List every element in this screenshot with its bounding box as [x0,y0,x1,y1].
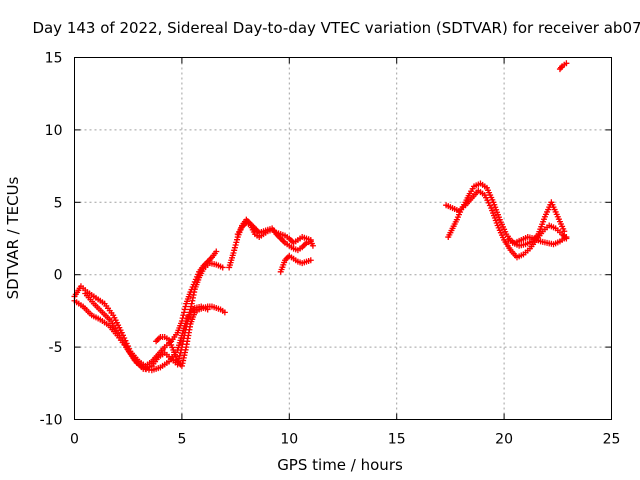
data-point [255,228,261,234]
data-point [182,304,188,310]
data-point [288,237,294,243]
x-axis-label: GPS time / hours [277,456,403,474]
x-tick-label: 25 [603,432,621,448]
data-point [180,315,186,321]
data-point [180,312,186,318]
data-point [153,338,159,344]
y-tick-label: 15 [45,51,63,67]
x-tick-label: 0 [70,432,79,448]
data-points [72,60,570,373]
chart: Day 143 of 2022, Sidereal Day-to-day VTE… [0,0,640,480]
y-axis-label: SDTVAR / TECUs [4,176,22,299]
series-track-f [235,220,314,246]
y-tick-label: 5 [54,195,63,211]
series-track-k [557,60,569,72]
data-point [281,238,287,244]
data-point [206,257,212,263]
chart-title: Day 143 of 2022, Sidereal Day-to-day VTE… [32,19,640,37]
data-point [208,256,214,262]
x-tick-label: 15 [388,432,406,448]
y-tick-label: 10 [45,123,63,139]
data-point [182,306,188,312]
data-point [156,335,162,341]
data-point [558,65,564,71]
series-track-g [278,253,314,275]
y-tick-labels: -10 -5 0 5 10 15 [40,51,63,429]
x-tick-label: 20 [495,432,513,448]
series-track-c [82,260,225,372]
y-tick-label: -5 [49,340,63,356]
data-point [279,237,285,243]
data-point [561,233,567,239]
data-point [155,337,161,343]
series-track-i [445,180,567,248]
y-tick-label: -10 [40,413,63,429]
x-tick-labels: 0 5 10 15 20 25 [70,432,620,448]
series-track-h [443,188,569,261]
y-tick-label: 0 [54,268,63,284]
data-point [301,243,307,249]
x-tick-label: 5 [177,432,186,448]
x-tick-label: 10 [280,432,298,448]
